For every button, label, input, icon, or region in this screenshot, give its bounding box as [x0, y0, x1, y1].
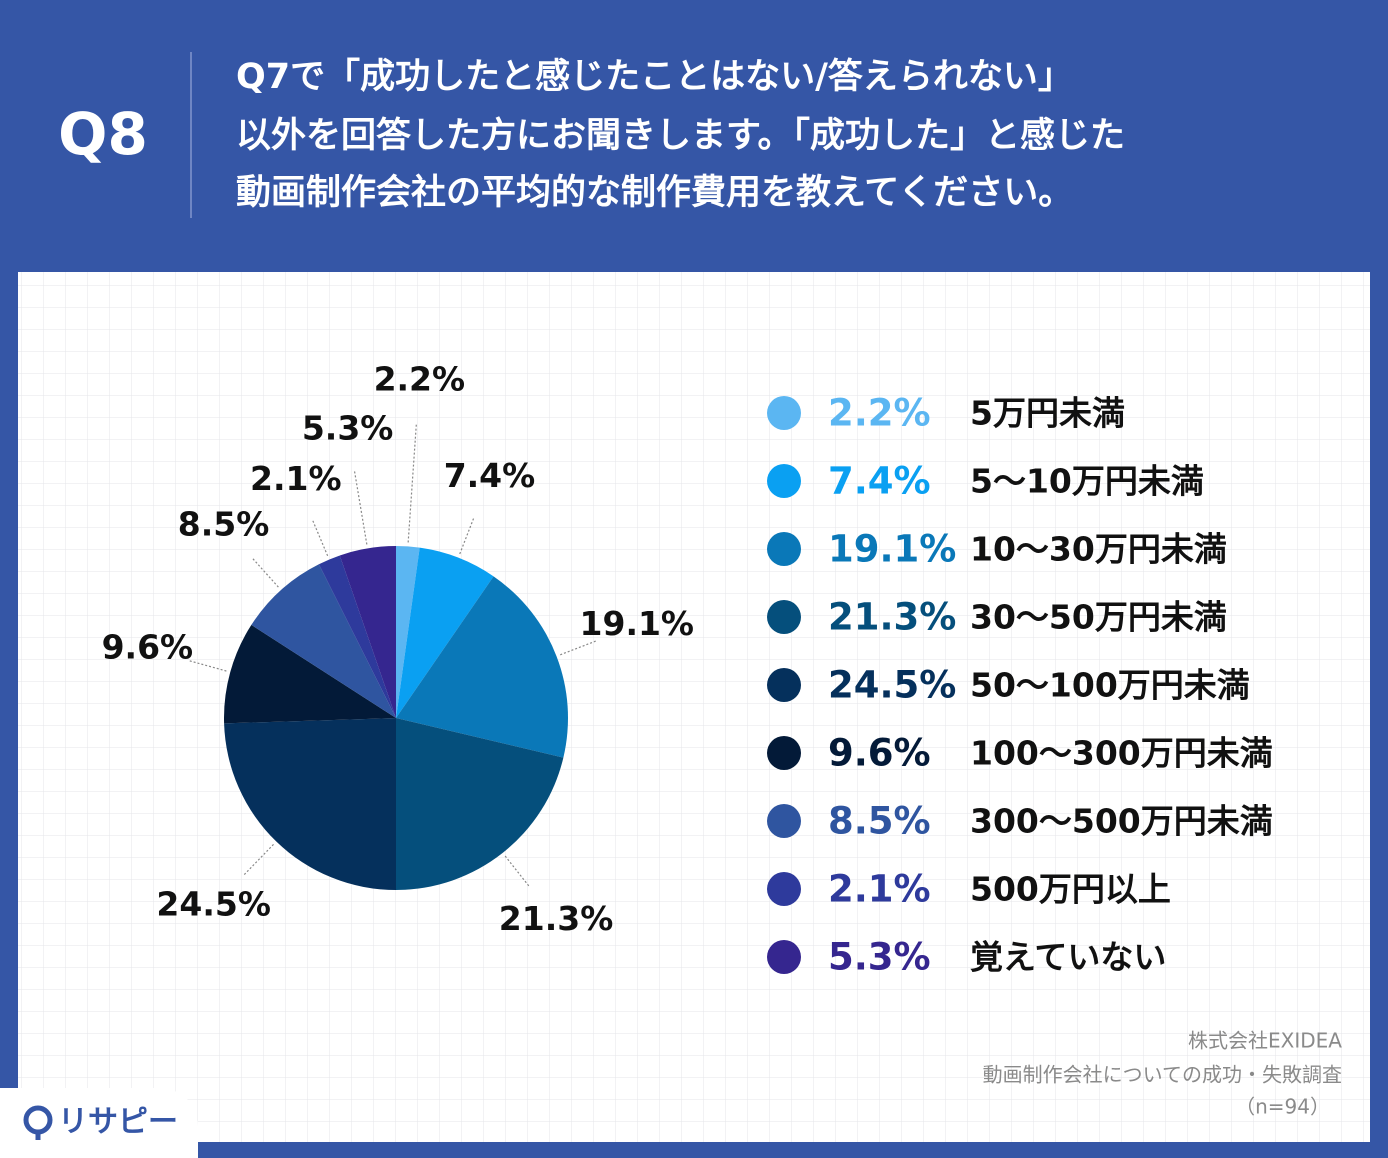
pie-slice [339, 546, 396, 718]
legend-marker [767, 940, 801, 974]
leader-line [459, 516, 475, 555]
legend-value: 5.3% [828, 936, 931, 979]
title-line: 動画制作会社の平均的な制作費用を教えてください。 [236, 173, 1073, 213]
leader-line [407, 422, 418, 543]
legend-label: 5〜10万円未満 [970, 462, 1204, 501]
legend-value: 21.3% [828, 596, 956, 639]
logo-text: リサピー [58, 1105, 178, 1140]
legend-marker [767, 736, 801, 770]
legend-marker [767, 464, 801, 498]
pie-slice [224, 624, 396, 724]
question-label: Q8 [58, 100, 148, 168]
leader-line [187, 659, 227, 672]
legend-label: 300〜500万円未満 [970, 802, 1273, 841]
pie-slice [396, 547, 494, 718]
data-label: 19.1% [580, 604, 695, 643]
data-label: 8.5% [178, 505, 270, 544]
legend-marker [767, 872, 801, 906]
data-label: 2.1% [250, 459, 342, 498]
legend-marker [767, 600, 801, 634]
logo-tab [0, 1088, 198, 1158]
source: 動画制作会社についての成功・失敗調査 [983, 1063, 1342, 1087]
data-label: 24.5% [156, 885, 271, 924]
legend-marker [767, 668, 801, 702]
legend-label: 5万円未満 [970, 394, 1125, 433]
legend-label: 10〜30万円未満 [970, 530, 1227, 569]
pie-slice [396, 576, 568, 758]
legend-value: 2.1% [828, 868, 931, 911]
pie-slice [318, 555, 396, 718]
data-label: 21.3% [499, 899, 614, 938]
legend-marker [767, 804, 801, 838]
legend-value: 2.2% [828, 392, 931, 435]
legend-label: 覚えていない [970, 938, 1166, 977]
legend-label: 50〜100万円未満 [970, 666, 1250, 705]
legend-label: 500万円以上 [970, 870, 1171, 909]
legend-marker [767, 532, 801, 566]
legend-label: 100〜300万円未満 [970, 734, 1273, 773]
source: （n=94） [1235, 1095, 1330, 1119]
legend-value: 9.6% [828, 732, 931, 775]
legend-value: 24.5% [828, 664, 956, 707]
legend-value: 19.1% [828, 528, 956, 571]
leader-line [311, 518, 329, 557]
legend-marker [767, 396, 801, 430]
leader-line [560, 639, 598, 656]
data-label: 9.6% [102, 628, 194, 667]
source: 株式会社EXIDEA [1188, 1029, 1342, 1053]
legend-label: 30〜50万円未満 [970, 598, 1227, 637]
pie-slice [396, 546, 420, 718]
title-line: Q7で「成功したと感じたことはない/答えられない」 [236, 57, 1073, 97]
leader-line [504, 855, 531, 888]
leader-line [251, 556, 279, 588]
leader-line [242, 843, 274, 877]
leader-line [353, 471, 368, 545]
pie-slice [396, 718, 564, 890]
title-line: 以外を回答した方にお聞きします。「成功した」と感じた [236, 116, 1125, 156]
pie-slice [224, 718, 396, 890]
panel-grid [18, 272, 1370, 1142]
pie-slice [251, 564, 396, 718]
data-label: 5.3% [302, 409, 394, 448]
data-label: 2.2% [374, 359, 466, 398]
data-label: 7.4% [444, 456, 536, 495]
legend-value: 7.4% [828, 460, 931, 503]
legend-value: 8.5% [828, 800, 931, 843]
